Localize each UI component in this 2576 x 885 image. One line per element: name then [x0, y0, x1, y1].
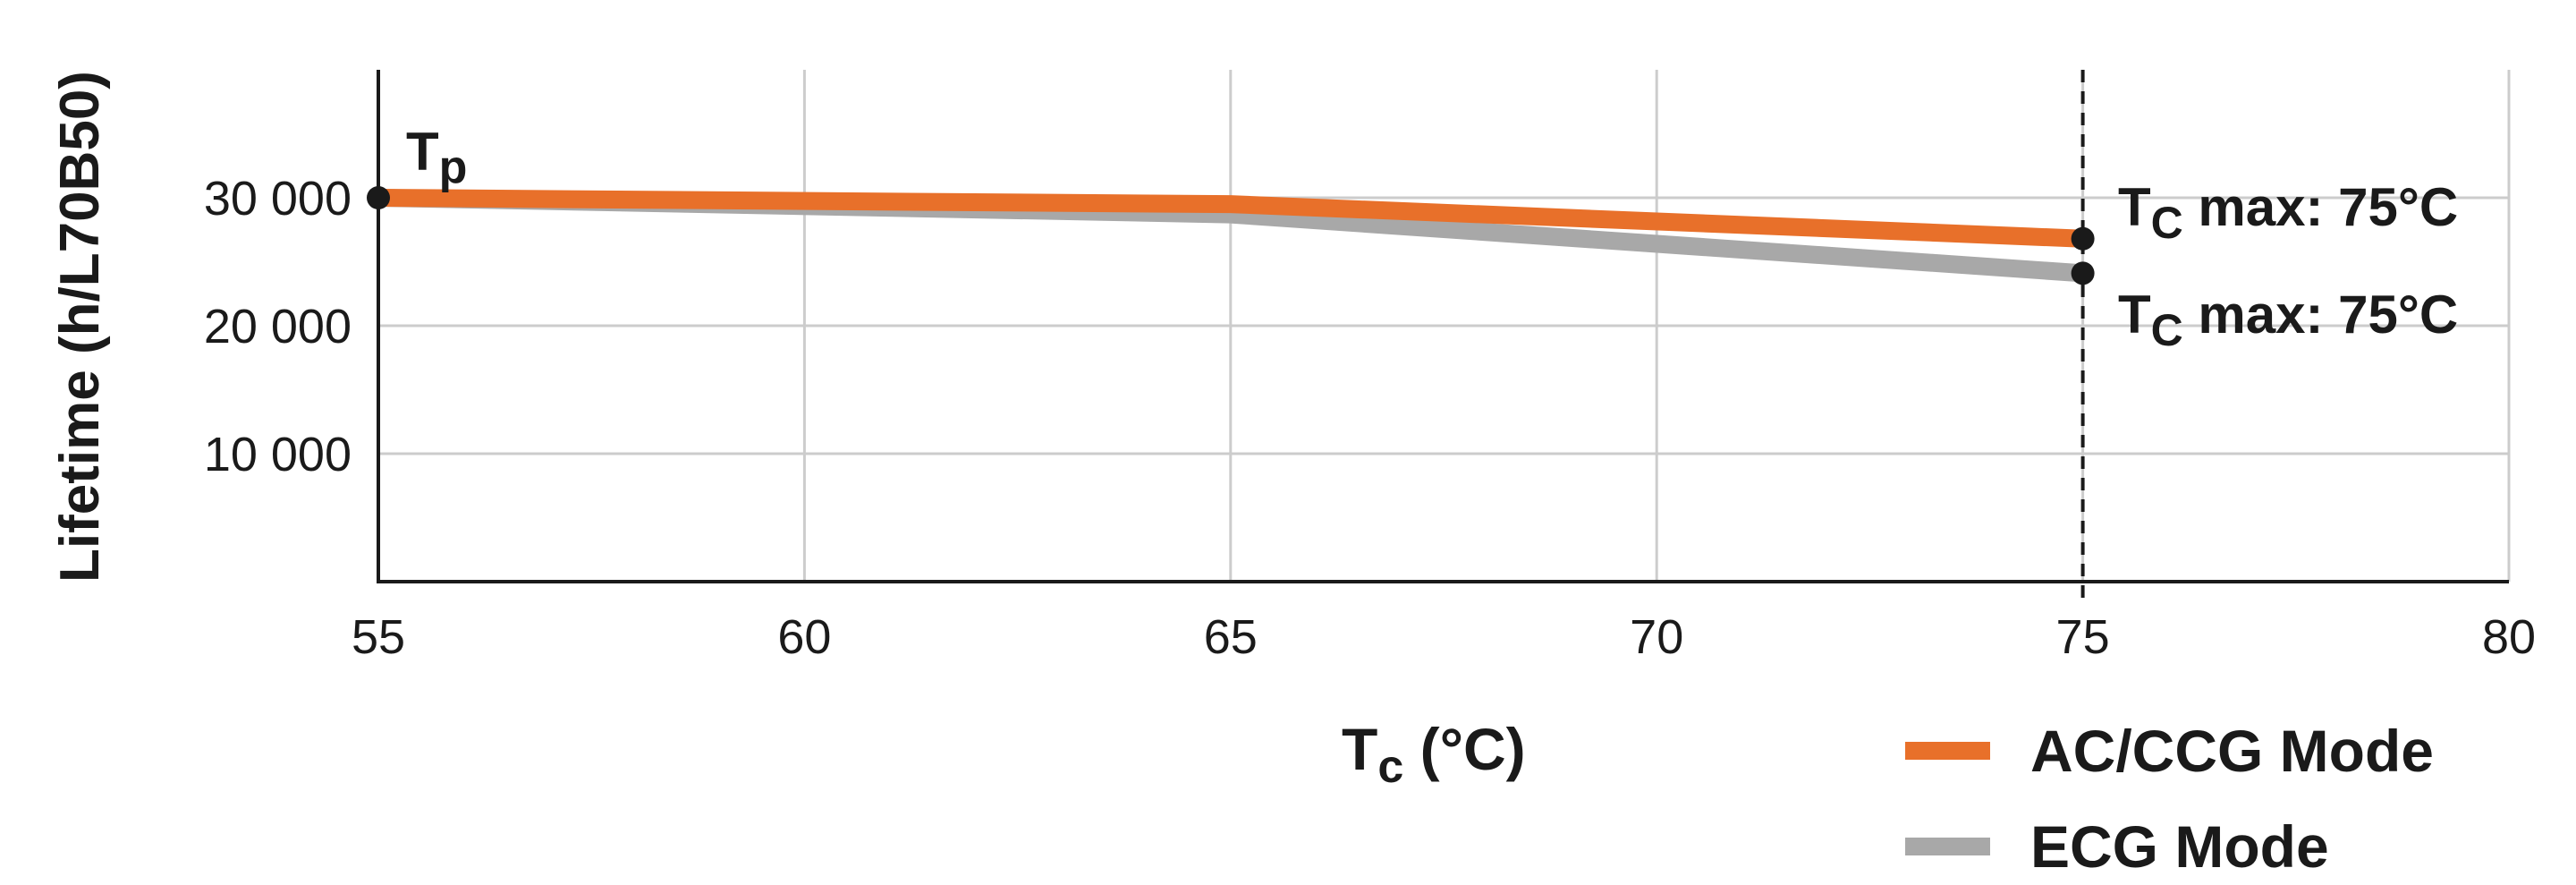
y-tick-label-20000: 20 000 — [204, 300, 352, 353]
x-tick-label-75: 75 — [2056, 610, 2110, 664]
y-axis-label: Lifetime (h/L70B50) — [49, 71, 111, 583]
tc-max-marker-ecg — [2071, 261, 2095, 285]
tc-max-label-ac: TC max: 75°C — [2118, 177, 2458, 248]
x-axis-label-rest: (°C) — [1403, 716, 1525, 782]
x-axis-label: Tc (°C) — [1342, 716, 1526, 793]
tick-labels: 55 60 65 70 75 80 10 000 20 000 30 000 — [204, 172, 2536, 664]
x-axis-label-main: T — [1342, 716, 1377, 782]
legend-label-ac-ccg: AC/CCG Mode — [2030, 718, 2434, 784]
tc-max-label-ecg: TC max: 75°C — [2118, 285, 2458, 355]
x-axis-label-sub: c — [1377, 741, 1403, 793]
x-tick-label-65: 65 — [1204, 610, 1258, 664]
legend-label-ecg: ECG Mode — [2030, 813, 2329, 880]
x-tick-label-55: 55 — [352, 610, 405, 664]
x-tick-label-80: 80 — [2482, 610, 2536, 664]
series-line-ac-ccg-mode — [377, 189, 2084, 248]
x-tick-label-70: 70 — [1630, 610, 1683, 664]
grid-lines — [378, 70, 2511, 582]
tp-label: Tp — [406, 122, 467, 193]
y-tick-label-30000: 30 000 — [204, 172, 352, 226]
legend: AC/CCG Mode ECG Mode — [1905, 718, 2434, 880]
x-tick-label-60: 60 — [777, 610, 831, 664]
y-tick-label-10000: 10 000 — [204, 428, 352, 481]
axes — [377, 70, 2509, 600]
tc-max-marker-ac — [2071, 226, 2095, 251]
tp-marker — [367, 186, 390, 209]
series-lines — [377, 189, 2084, 283]
data-markers — [367, 186, 2095, 285]
